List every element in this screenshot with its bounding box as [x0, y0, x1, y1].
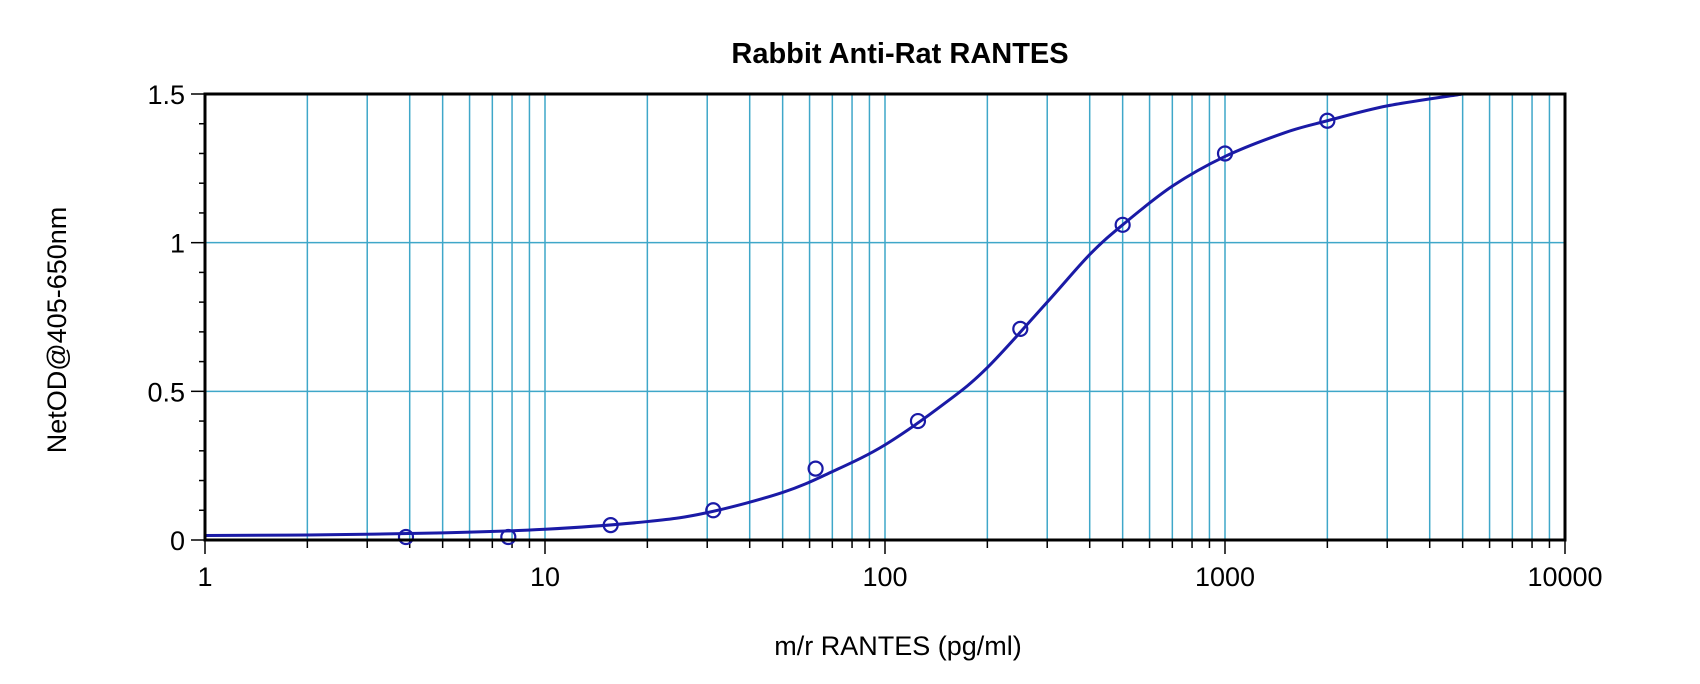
- y-tick-label: 1: [170, 229, 185, 259]
- x-tick-label: 100: [862, 562, 907, 592]
- curve-layer: [204, 92, 1463, 538]
- y-tick-label: 1.5: [147, 80, 185, 110]
- data-point: [705, 502, 722, 519]
- fit-curve: [204, 92, 1463, 538]
- y-tick-label: 0: [170, 526, 185, 556]
- x-tick-label: 1000: [1195, 562, 1255, 592]
- data-point: [1114, 216, 1131, 233]
- data-point: [1012, 320, 1029, 337]
- y-tick-label: 0.5: [147, 377, 185, 407]
- data-point: [500, 528, 517, 546]
- tick-layer: [191, 93, 1566, 554]
- data-point: [397, 528, 415, 546]
- data-point: [909, 412, 927, 430]
- data-point: [602, 517, 619, 534]
- point-layer: [397, 112, 1336, 546]
- y-axis-label: NetOD@405-650nm: [42, 207, 72, 454]
- plot-frame: [203, 92, 1567, 542]
- x-tick-label: 1: [197, 562, 212, 592]
- x-axis-label: m/r RANTES (pg/ml): [774, 631, 1022, 661]
- x-tick-label: 10: [530, 562, 560, 592]
- data-point: [807, 460, 824, 477]
- grid-layer: [205, 94, 1565, 540]
- data-point: [1216, 145, 1234, 162]
- x-tick-label: 10000: [1527, 562, 1602, 592]
- label-layer: 1 10 100 1000 10000 0 0.5 1 1.5: [147, 80, 1602, 592]
- data-point: [1319, 112, 1336, 129]
- chart-title: Rabbit Anti-Rat RANTES: [731, 38, 1068, 70]
